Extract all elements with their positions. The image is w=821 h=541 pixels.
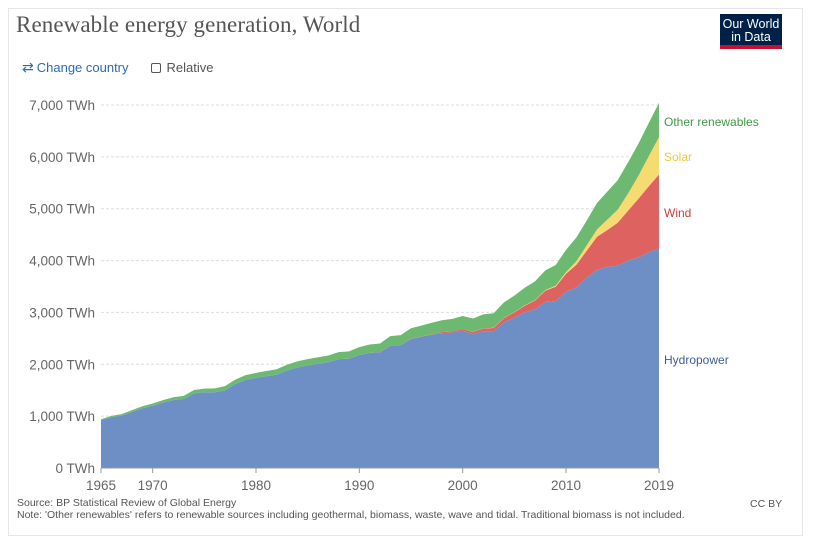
change-country-button[interactable]: ⇄ Change country [22,59,129,76]
y-tick-label: 6,000 TWh [29,150,95,165]
swap-arrows-icon: ⇄ [22,59,34,75]
x-tick-label: 2010 [551,478,581,493]
owid-logo[interactable]: Our World in Data [720,14,782,49]
y-tick-label: 5,000 TWh [29,202,95,217]
relative-label: Relative [166,60,214,75]
series-label: Other renewables [664,115,759,129]
x-tick-label: 2019 [644,478,674,493]
series-label: Solar [664,150,692,164]
change-country-label: Change country [36,60,129,75]
area-hydropower [101,248,659,468]
logo-line-1: Our World [722,17,780,31]
license-link[interactable]: CC BY [750,498,783,510]
x-tick-label: 1980 [241,478,271,493]
x-tick-label: 1970 [138,478,168,493]
chart-title: Renewable energy generation, World [16,12,361,37]
chart-footer: Source: BP Statistical Review of Global … [17,497,685,521]
y-tick-label: 7,000 TWh [29,98,95,113]
y-tick-label: 4,000 TWh [29,254,95,269]
series-label: Wind [664,206,691,220]
checkbox-icon[interactable] [150,62,161,73]
note-text: Note: 'Other renewables' refers to renew… [17,509,685,521]
relative-toggle[interactable]: Relative [150,60,214,75]
y-tick-label: 3,000 TWh [29,305,95,320]
y-tick-label: 0 TWh [55,461,95,476]
area-wind [101,174,659,421]
source-text: Source: BP Statistical Review of Global … [17,497,237,509]
chart-controls: ⇄ Change country Relative [22,59,213,76]
y-tick-label: 1,000 TWh [29,409,95,424]
logo-line-2: in Data [731,30,771,44]
y-tick-label: 2,000 TWh [29,357,95,372]
x-tick-label: 2000 [448,478,478,493]
x-tick-label: 1990 [344,478,374,493]
series-label: Hydropower [664,353,729,367]
x-tick-label: 1965 [86,478,116,493]
